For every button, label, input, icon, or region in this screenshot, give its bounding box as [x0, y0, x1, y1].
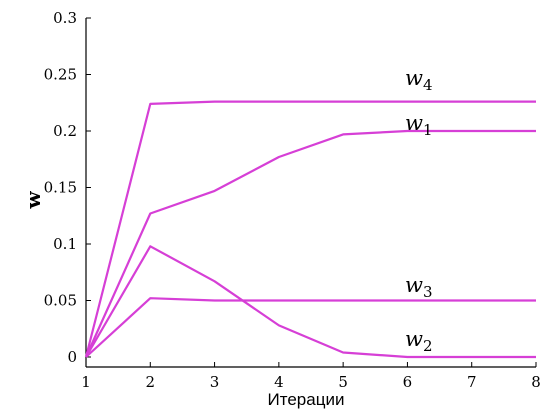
- x-axis-title: Итерации: [268, 390, 345, 409]
- series-labels: w4 w1 w3 w2: [405, 66, 433, 355]
- y-tick-label: 0: [67, 348, 77, 366]
- series-line-w4: [84, 100, 536, 358]
- x-tick-label: 2: [146, 373, 156, 391]
- series-label-w4: w4: [405, 66, 433, 94]
- y-tick-label: 0.15: [44, 179, 77, 197]
- x-tick-label: 1: [81, 373, 91, 391]
- y-tick-label: 0.3: [53, 9, 77, 27]
- series-label-w3: w3: [405, 273, 433, 301]
- series-label-w2: w2: [405, 327, 433, 355]
- x-tick-label: 8: [531, 373, 541, 391]
- series-lines: [84, 100, 536, 359]
- series-line-w1: [84, 129, 536, 358]
- x-tick-label: 5: [338, 373, 348, 391]
- axes: [85, 18, 536, 368]
- x-tick-label: 7: [467, 373, 477, 391]
- y-tick-label: 0.1: [53, 235, 77, 253]
- y-tick-label: 0.2: [53, 122, 77, 140]
- x-axis-ticks: 1 2 3 4 5 6 7 8: [81, 362, 541, 391]
- y-axis-title: w: [21, 191, 45, 210]
- y-tick-label: 0.05: [44, 292, 77, 310]
- series-line-w3: [85, 297, 536, 358]
- x-tick-label: 6: [403, 373, 413, 391]
- y-axis-ticks: 0 0.05 0.1 0.15 0.2 0.25 0.3: [44, 9, 91, 366]
- y-tick-label: 0.25: [44, 66, 77, 84]
- x-tick-label: 4: [274, 373, 284, 391]
- series-label-w1: w1: [405, 111, 433, 139]
- x-tick-label: 3: [210, 373, 220, 391]
- series-line-w2: [85, 245, 536, 359]
